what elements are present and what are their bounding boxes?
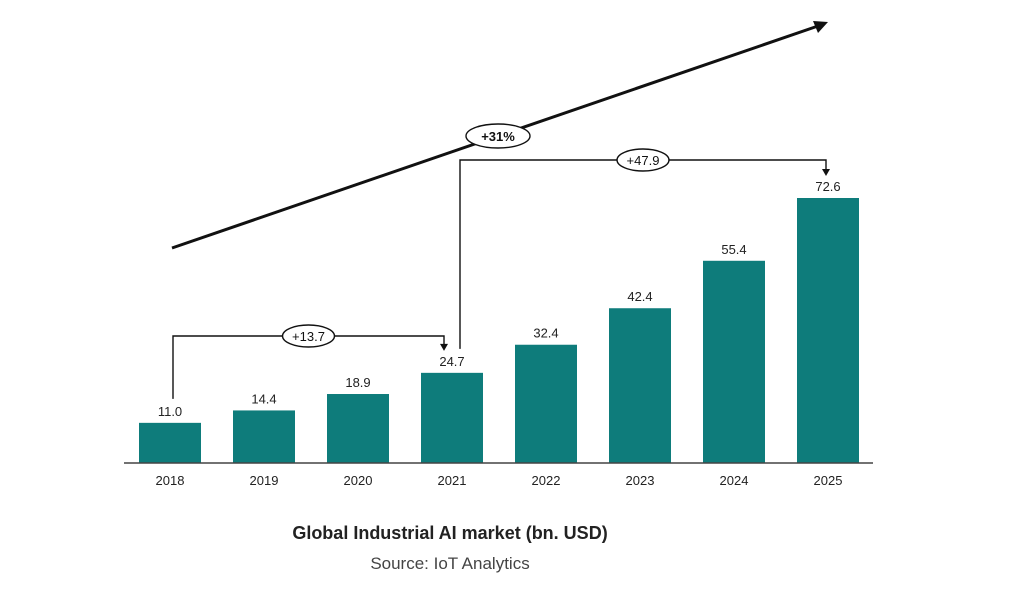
value-label-2022: 32.4 [533,326,558,341]
span-2018-2021-arrowhead [440,343,448,351]
bar-2019 [233,410,295,463]
x-tick-2018: 2018 [156,473,185,488]
value-label-2019: 14.4 [251,391,276,406]
trend-arrowhead [813,21,828,33]
bar-2020 [327,394,389,463]
x-tick-2023: 2023 [626,473,655,488]
x-tick-2020: 2020 [344,473,373,488]
value-label-2024: 55.4 [721,242,746,257]
bar-series: 11.0 2018 14.4 2019 18.9 2020 24.7 2021 32.4 2022… [139,179,859,488]
bar-2024 [703,260,765,463]
x-tick-2025: 2025 [814,473,843,488]
bar-2021 [421,372,483,463]
chart-source: Source: IoT Analytics [370,554,530,573]
span-2021-2025-arrowhead [822,169,830,176]
bar-2023 [609,308,671,463]
value-label-2025: 72.6 [815,179,840,194]
bar-2022 [515,344,577,463]
bar-chart: +31% +13.7 +47.9 11.0 2018 14.4 2019 18.9 202… [124,21,873,488]
bar-2025 [797,198,859,463]
span-2021-2025-badge [616,148,670,172]
value-label-2021: 24.7 [439,354,464,369]
x-tick-2021: 2021 [438,473,467,488]
value-label-2023: 42.4 [627,289,652,304]
span-2021-2025-label: +47.9 [627,153,660,168]
value-label-2018: 11.0 [158,404,182,419]
span-2018-2021-badge [281,324,336,348]
growth-rate-badge [465,123,531,149]
x-tick-2019: 2019 [250,473,279,488]
value-label-2020: 18.9 [345,375,370,390]
bar-2018 [139,422,201,463]
chart-title: Global Industrial AI market (bn. USD) [292,523,608,543]
growth-rate-label: +31% [481,129,515,144]
x-tick-2024: 2024 [720,473,749,488]
x-tick-2022: 2022 [532,473,561,488]
span-2018-2021-label: +13.7 [292,329,325,344]
